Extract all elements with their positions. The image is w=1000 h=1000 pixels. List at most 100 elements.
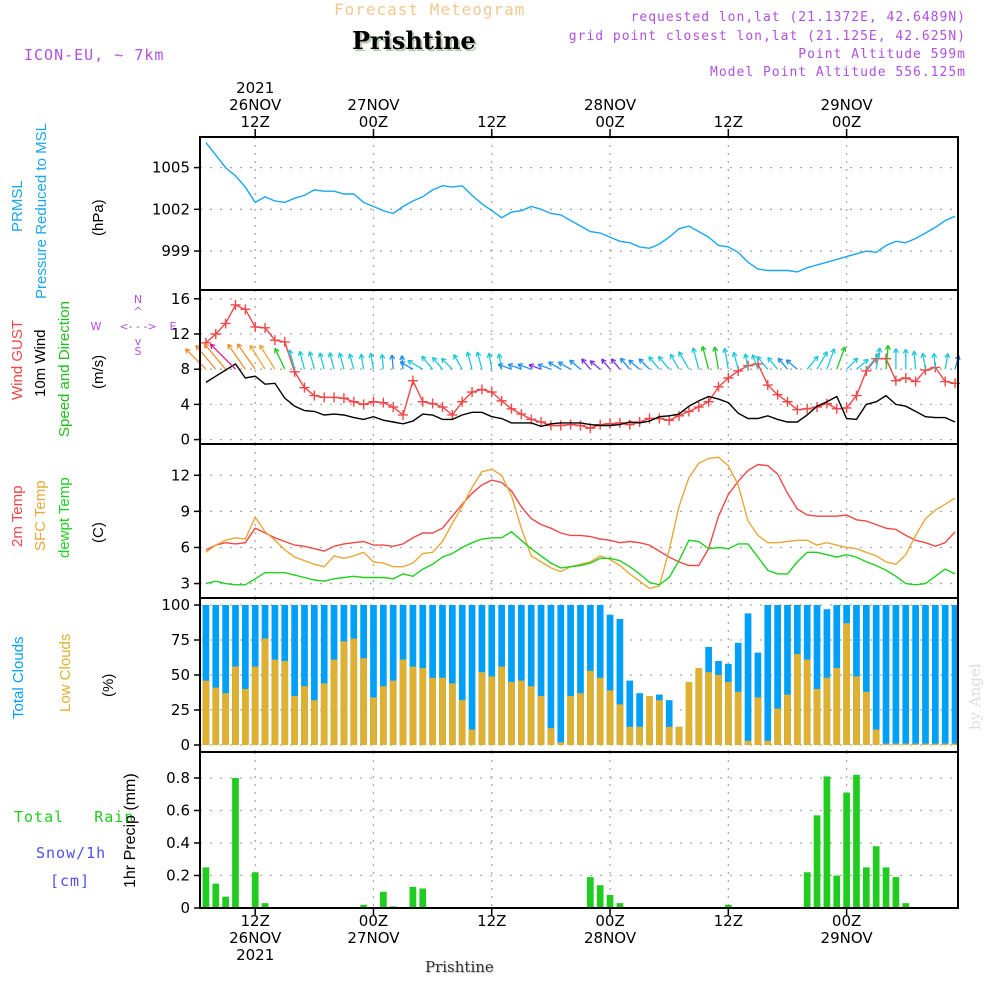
top-time-label: 29NOV [821,96,874,114]
wind-arrow [589,360,601,370]
wind-arrow [826,348,836,370]
bar-total-clouds [882,605,890,745]
wind-arrow [317,352,325,370]
bar-low-clouds [655,700,663,745]
bottom-time-label: 29NOV [821,929,874,947]
bar-low-clouds [261,638,269,745]
gust-marker [516,409,527,420]
panel-label-low-clouds: Low Clouds [57,633,74,712]
bar-total-rain [251,872,259,908]
gust-marker [496,395,507,406]
bottom-time-label: 12Z [477,912,506,930]
gust-marker [782,396,793,407]
panel-label-2m-temp: 2m Temp [9,485,26,547]
bar-total-clouds [557,605,565,745]
bar-low-clouds [803,659,811,745]
panel-frame [199,136,959,291]
wind-arrow [327,352,335,370]
bar-low-clouds [212,687,220,745]
wind-arrow [816,351,828,370]
bottom-time-label: 00Z [832,912,861,930]
wind-arrow [203,343,227,370]
bar-low-clouds [734,691,742,745]
wind-arrow [195,344,217,370]
bar-total-rain [872,846,880,908]
wind-arrow [259,344,276,370]
y-tick-label: 1002 [152,200,190,218]
bar-total-clouds [823,609,831,745]
bar-low-clouds [577,693,584,745]
wind-arrow [528,363,542,370]
model-altitude: Model Point Altitude 556.125m [710,65,966,80]
gust-marker [378,397,389,408]
bar-total-rain [823,776,831,908]
y-tick-label: 0.6 [166,802,190,820]
bar-total-clouds [902,605,910,745]
wind-arrow [700,345,710,370]
gust-marker [693,402,704,413]
panel-label-total-clouds: Total Clouds [10,636,27,720]
bar-total-rain [843,792,850,908]
bar-total-clouds [931,605,939,745]
bar-total-rain [379,891,387,908]
bar-low-clouds [882,743,890,745]
wind-arrow [421,355,434,370]
y-tick-label: 0 [180,899,190,917]
panel-label-sfc-temp: SFC Temp [32,480,49,551]
bottom-time-label: 2021 [236,946,274,964]
y-tick-label: 50 [171,666,190,684]
y-tick-label: 3 [180,575,190,593]
gust-marker [861,365,872,376]
bottom-time-label: 27NOV [347,929,400,947]
bar-low-clouds [744,740,752,745]
bar-low-clouds [517,680,525,745]
bar-low-clouds [419,668,427,745]
bar-low-clouds [784,694,791,745]
wind-arrow [846,357,859,370]
y-axis-label: (C) [90,522,107,543]
bar-low-clouds [853,676,860,745]
wind-arrow [743,353,749,370]
bar-low-clouds [439,677,446,745]
bar-low-clouds [241,689,249,745]
bar-total-clouds [439,605,446,745]
bar-total-clouds [320,605,328,745]
bar-low-clouds [902,743,910,745]
y-tick-label: 100 [161,596,190,614]
gust-marker [467,387,478,398]
wind-arrow [731,351,739,370]
bar-low-clouds [843,623,850,745]
wind-arrow [691,347,700,370]
bar-total-clouds [872,605,880,745]
gust-marker [358,399,369,410]
wind-arrow [337,352,345,370]
bar-low-clouds [862,691,870,745]
gust-marker [890,375,901,386]
bar-total-rain [212,883,220,908]
bar-total-clouds [241,605,249,745]
bar-total-clouds [310,605,318,745]
bar-total-rain [902,903,910,908]
gust-marker [792,404,803,415]
wind-arrow [931,352,938,370]
gust-marker [329,392,340,403]
bar-total-rain [261,903,269,908]
wind-arrow [440,357,453,370]
gust-marker [348,396,359,407]
y-tick-label: 12 [171,325,190,343]
bar-total-clouds [606,614,614,745]
bottom-time-label: 00Z [359,912,388,930]
y-tick-label: 8 [180,360,190,378]
wind-arrow [209,343,236,370]
bar-low-clouds [636,726,643,745]
gust-marker [536,417,547,427]
bar-low-clouds [291,696,298,745]
requested-coords: requested lon,lat (21.1372E, 42.6489N) [630,10,966,25]
gust-marker [614,417,625,428]
wind-arrow [657,355,670,370]
wind-arrow [453,353,463,370]
bar-low-clouds [586,670,594,745]
bar-total-clouds [202,605,210,745]
bar-total-rain [409,886,417,908]
gust-marker [230,299,241,310]
